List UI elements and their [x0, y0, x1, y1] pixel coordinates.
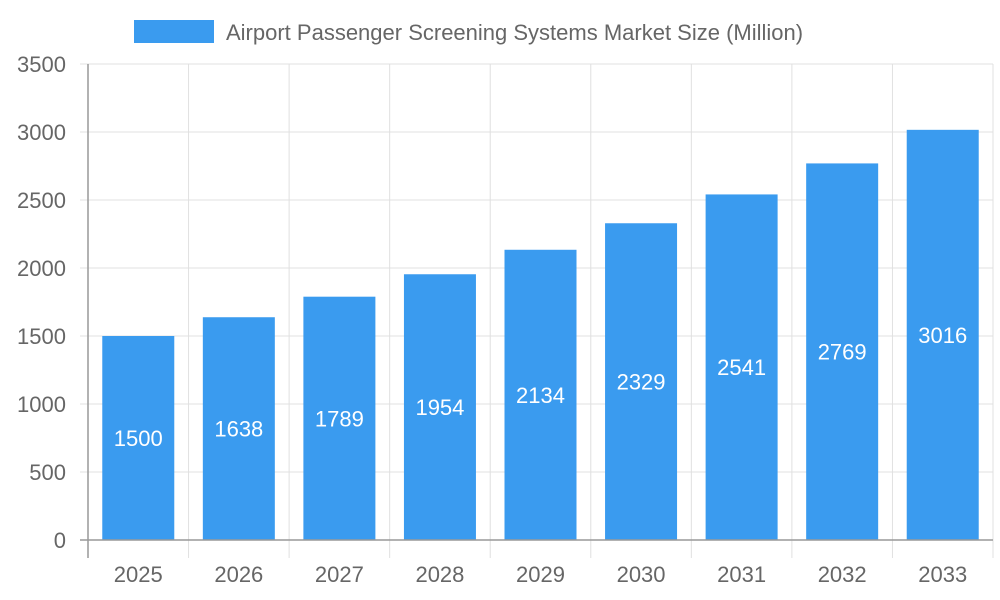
x-tick-label: 2032: [818, 562, 867, 587]
x-tick-label: 2031: [717, 562, 766, 587]
data-label: 3016: [918, 323, 967, 348]
data-label: 1789: [315, 406, 364, 431]
y-tick-label: 0: [54, 528, 66, 553]
data-label: 2541: [717, 355, 766, 380]
bar-2026[interactable]: [202, 317, 275, 540]
bar-2025[interactable]: [102, 336, 175, 540]
y-tick-label: 1500: [17, 324, 66, 349]
y-tick-label: 2000: [17, 256, 66, 281]
data-label: 2769: [818, 340, 867, 365]
bar-2028[interactable]: [403, 274, 476, 540]
x-tick-label: 2025: [114, 562, 163, 587]
bar-2033[interactable]: [906, 129, 979, 540]
y-tick-label: 3000: [17, 120, 66, 145]
x-tick-label: 2033: [918, 562, 967, 587]
x-tick-label: 2026: [214, 562, 263, 587]
legend-swatch: [134, 20, 214, 43]
axes: 0 500 1000 1500 2000 2500 3000 3500 2025 2026 2027…: [17, 52, 993, 587]
y-tick-label: 2500: [17, 188, 66, 213]
x-tick-label: 2027: [315, 562, 364, 587]
data-label: 1954: [415, 395, 464, 420]
x-tick-label: 2030: [617, 562, 666, 587]
bar-2032[interactable]: [806, 163, 879, 540]
bar-2030[interactable]: [605, 223, 678, 541]
data-label: 2134: [516, 383, 565, 408]
y-tick-label: 1000: [17, 392, 66, 417]
bars: 1500 1638 1789 1954 2134 2329 2541 2769 3016: [102, 129, 979, 541]
y-tick-label: 3500: [17, 52, 66, 77]
bar-2029[interactable]: [504, 249, 577, 540]
data-label: 1500: [114, 426, 163, 451]
bar-2027[interactable]: [303, 296, 376, 540]
y-tick-label: 500: [29, 460, 66, 485]
legend[interactable]: Airport Passenger Screening Systems Mark…: [134, 20, 803, 45]
data-label: 2329: [617, 370, 666, 395]
bar-2031[interactable]: [705, 194, 778, 540]
data-label: 1638: [214, 417, 263, 442]
legend-label: Airport Passenger Screening Systems Mark…: [226, 20, 803, 45]
x-tick-label: 2028: [415, 562, 464, 587]
x-tick-label: 2029: [516, 562, 565, 587]
